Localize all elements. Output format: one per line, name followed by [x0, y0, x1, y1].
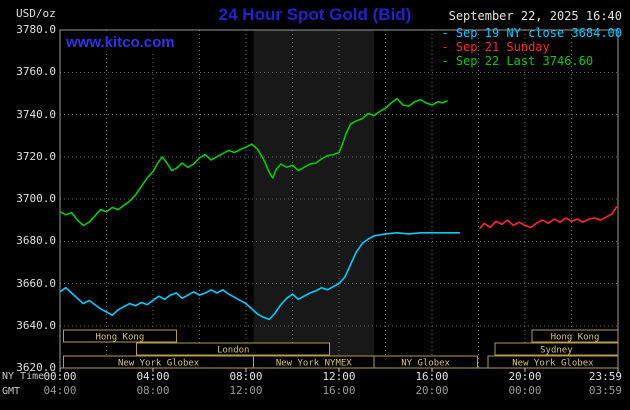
- x-tick-label-gmt: 04:00: [43, 384, 77, 397]
- legend-item-sep22: - Sep 22 Last 3746.60: [441, 54, 594, 68]
- x-tick-label-gmt: 03:59: [588, 384, 622, 397]
- y-axis-tick-label: 3760.0: [16, 65, 56, 79]
- session-label: New York NYMEX: [276, 359, 352, 369]
- y-axis-tick-label: 3780.0: [16, 23, 56, 36]
- y-axis-tick-label: 3620.0: [16, 361, 56, 374]
- y-axis-tick-label: 3640.0: [16, 318, 56, 332]
- session-label: London: [217, 346, 250, 356]
- y-axis-tick-label: 3700.0: [16, 192, 56, 205]
- kitco-watermark[interactable]: www.kitco.com: [64, 34, 177, 51]
- price-unit-label: USD/oz: [16, 7, 56, 20]
- session-box: [487, 355, 619, 369]
- session-box: [62, 329, 177, 343]
- series-line-sep-22: [59, 97, 448, 227]
- y-axis-tick-label: 3660.0: [16, 276, 56, 290]
- session-label: Hong Kong: [95, 333, 144, 343]
- session-box: [136, 342, 331, 356]
- chart-title: 24 Hour Spot Gold (Bid): [218, 5, 412, 24]
- session-label: New York Globex: [118, 359, 200, 369]
- nymex-session-band: [253, 30, 374, 368]
- gmt-axis-label: GMT: [2, 386, 21, 397]
- ny-time-axis-label: NY Time: [2, 371, 45, 382]
- x-tick-label-ny: 23:59: [588, 370, 622, 383]
- y-axis-tick-label: 3720.0: [16, 149, 56, 163]
- x-tick-label-gmt: 00:00: [508, 384, 542, 397]
- session-box: [531, 329, 619, 343]
- legend-item-sep21: - Sep 21 Sunday: [441, 40, 550, 54]
- x-tick-label-gmt: 20:00: [415, 384, 449, 397]
- x-tick-label-ny: 20:00: [508, 370, 542, 383]
- x-tick-label-ny: 16:00: [415, 370, 449, 383]
- session-box: [494, 342, 619, 356]
- chart-datetime: September 22, 2025 16:40: [448, 9, 622, 23]
- session-label: Sydney: [540, 346, 573, 356]
- y-axis-tick-label: 3740.0: [16, 107, 56, 121]
- series-line-sep-21: [479, 205, 618, 230]
- x-tick-label-gmt: 08:00: [136, 384, 170, 397]
- y-axis-tick-label: 3680.0: [16, 234, 56, 248]
- session-label: Hong Kong: [551, 333, 600, 343]
- session-label: NY Globex: [401, 359, 450, 369]
- chart-legend: - Sep 19 NY close 3684.00- Sep 21 Sunday…: [441, 26, 622, 68]
- legend-item-sep19: - Sep 19 NY close 3684.00: [441, 26, 622, 40]
- x-tick-label-gmt: 12:00: [229, 384, 263, 397]
- x-tick-label-ny: 04:00: [136, 370, 170, 383]
- series-line-sep-19: [59, 232, 460, 321]
- x-tick-label-ny: 12:00: [322, 370, 356, 383]
- session-box: [373, 355, 478, 369]
- x-tick-label-ny: 08:00: [229, 370, 263, 383]
- session-label: New York Globex: [512, 359, 594, 369]
- x-tick-label-gmt: 16:00: [322, 384, 356, 397]
- x-tick-label-ny: 00:00: [43, 370, 77, 383]
